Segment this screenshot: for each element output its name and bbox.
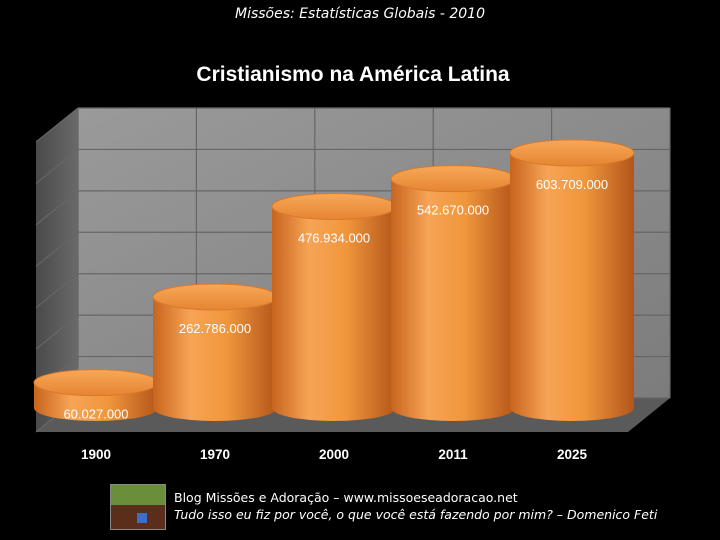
x-tick-label: 2025: [557, 447, 588, 462]
bar-top: [509, 139, 635, 167]
gridline-side: [35, 148, 79, 184]
gridline-side: [35, 107, 79, 143]
bar: 60.027.000: [33, 369, 159, 422]
bar-top: [390, 165, 516, 193]
blog-logo: [110, 484, 166, 530]
bar-top: [33, 369, 159, 397]
bar: 542.670.000: [390, 165, 516, 421]
footer-line-1: Blog Missões e Adoração – www.missoesead…: [174, 490, 518, 505]
chart-title: Cristianismo na América Latina: [196, 63, 509, 86]
side-wall: [36, 108, 78, 432]
x-tick-label: 1900: [81, 447, 111, 462]
bar: 476.934.000: [271, 192, 397, 421]
bar-body: [153, 296, 277, 421]
x-tick-label: 1970: [200, 447, 230, 462]
gridline-side: [35, 190, 79, 226]
bar: 262.786.000: [152, 283, 278, 421]
bar-top: [152, 283, 278, 311]
bar-value-label: 603.709.000: [536, 177, 608, 192]
x-axis-ticks: 1900 1970 2000 2011 2025: [81, 447, 588, 462]
gridline-side: [35, 231, 79, 267]
bar-top: [271, 192, 397, 220]
gridline-side: [35, 314, 79, 350]
bar-body: [391, 178, 515, 421]
bar-value-label: 60.027.000: [63, 407, 128, 422]
bar: 603.709.000: [509, 139, 635, 421]
bar-body: [272, 206, 396, 421]
chart-bars: 60.027.000 262.786.000 476.934.000 542.670.…: [33, 139, 635, 422]
bar-value-label: 542.670.000: [417, 203, 489, 218]
bar-value-label: 262.786.000: [179, 321, 251, 336]
bar-body: [510, 152, 634, 421]
footer-line-2: Tudo isso eu fiz por você, o que você es…: [174, 507, 658, 522]
gridline-side: [35, 273, 79, 309]
x-tick-label: 2011: [438, 447, 468, 462]
bar-value-label: 476.934.000: [298, 230, 370, 245]
slide-header: Missões: Estatísticas Globais - 2010: [234, 6, 485, 22]
x-tick-label: 2000: [319, 447, 349, 462]
footer: Blog Missões e Adoração – www.missoesead…: [174, 489, 657, 523]
